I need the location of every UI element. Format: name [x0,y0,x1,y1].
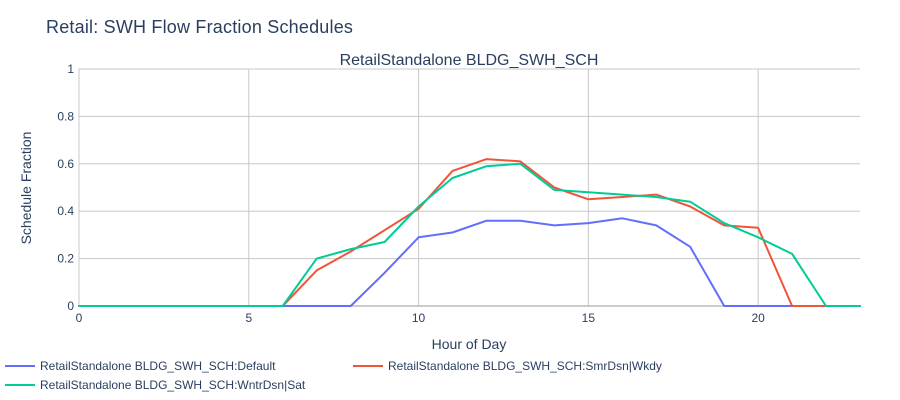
legend-label: RetailStandalone BLDG_SWH_SCH:SmrDsn|Wkd… [388,359,662,373]
legend-item[interactable]: RetailStandalone BLDG_SWH_SCH:SmrDsn|Wkd… [353,359,662,373]
y-tick-label: 0.6 [57,157,74,171]
legend-item[interactable]: RetailStandalone BLDG_SWH_SCH:Default [5,359,276,373]
series-line-2 [78,158,861,307]
x-axis-title: Hour of Day [432,336,507,352]
y-axis-title: Schedule Fraction [18,132,34,245]
figure-title: Retail: SWH Flow Fraction Schedules [46,17,354,37]
x-tick-label: 5 [245,311,252,325]
x-tick-label: 0 [76,311,83,325]
y-tick-label: 1 [67,62,74,76]
legend-label: RetailStandalone BLDG_SWH_SCH:Default [40,359,276,373]
series-line-3 [78,162,861,307]
x-tick-label: 15 [582,311,596,325]
plot-lines [78,158,861,307]
legend-item[interactable]: RetailStandalone BLDG_SWH_SCH:WntrDsn|Sa… [5,378,306,392]
y-tick-label: 0.8 [57,109,74,123]
y-tick-label: 0 [67,299,74,313]
chart-title: RetailStandalone BLDG_SWH_SCH [340,52,599,69]
legend: RetailStandalone BLDG_SWH_SCH:Default Ret… [5,359,662,392]
gridlines [78,68,860,307]
y-tick-labels: 0 0.2 0.4 0.6 0.8 1 [57,62,74,313]
x-tick-labels: 0 5 10 15 20 [76,311,765,325]
x-tick-label: 10 [412,311,426,325]
y-tick-label: 0.4 [57,204,74,218]
legend-label: RetailStandalone BLDG_SWH_SCH:WntrDsn|Sa… [40,378,306,392]
y-tick-label: 0.2 [57,252,74,266]
x-tick-label: 20 [751,311,765,325]
